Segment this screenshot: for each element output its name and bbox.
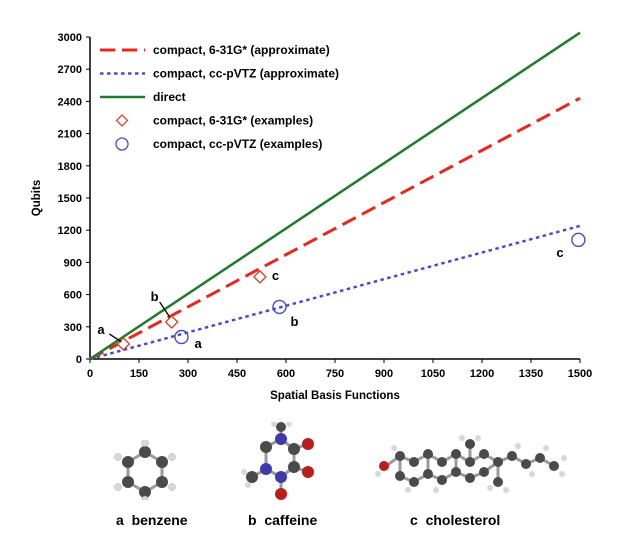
- caption-name: caffeine: [264, 512, 318, 528]
- point-label-c: c: [272, 268, 279, 283]
- point-label-b: b: [290, 314, 298, 329]
- circle-point-a: [174, 329, 189, 345]
- caption-letter: a: [116, 512, 124, 528]
- x-axis-title: Spatial Basis Functions: [270, 390, 400, 402]
- point-label-a: a: [194, 336, 202, 351]
- x-tick-label: 900: [375, 368, 393, 380]
- y-tick-label: 1500: [58, 193, 82, 205]
- y-axis-title: Qubits: [31, 180, 43, 216]
- x-tick-label: 450: [228, 368, 246, 380]
- y-tick-label: 3000: [58, 32, 82, 44]
- legend-label: compact, cc-pVTZ (approximate): [153, 67, 339, 81]
- point-label-c: c: [556, 245, 563, 260]
- circle-point-c: [571, 232, 586, 248]
- point-label-a: a: [97, 322, 105, 337]
- caption-letter: c: [410, 512, 418, 528]
- x-tick-label: 600: [277, 368, 295, 380]
- y-tick-label: 1200: [58, 225, 82, 237]
- x-tick-label: 1500: [568, 368, 592, 380]
- caption-caffeine: b caffeine: [248, 512, 317, 528]
- y-tick-label: 1800: [58, 161, 82, 173]
- x-tick-label: 0: [87, 368, 93, 380]
- caption-letter: b: [248, 512, 257, 528]
- circle-point-b: [272, 299, 287, 315]
- caffeine-molecule-image: [241, 422, 314, 500]
- x-tick-label: 150: [130, 368, 148, 380]
- y-tick-label: 2700: [58, 64, 82, 76]
- series-line-dotted: [89, 224, 581, 361]
- y-tick-label: 300: [64, 322, 82, 334]
- y-tick-label: 0: [76, 354, 82, 366]
- legend-label: compact, 6-31G* (examples): [153, 114, 313, 128]
- point-label-b: b: [151, 289, 159, 304]
- legend-label: compact, cc-pVTZ (examples): [153, 137, 322, 151]
- x-tick-label: 300: [179, 368, 197, 380]
- caption-name: benzene: [131, 512, 188, 528]
- legend-label: compact, 6-31G* (approximate): [153, 43, 330, 57]
- legend-label: direct: [153, 90, 186, 104]
- x-tick-label: 1200: [470, 368, 494, 380]
- caption-cholesterol: c cholesterol: [410, 512, 500, 528]
- diamond-point-b: [164, 314, 179, 329]
- y-tick-label: 2100: [58, 129, 82, 141]
- y-tick-label: 2400: [58, 96, 82, 108]
- diamond-point-c: [252, 269, 267, 284]
- cholesterol-molecule-image: [375, 435, 567, 493]
- caption-benzene: a benzene: [116, 512, 188, 528]
- x-tick-label: 750: [326, 368, 344, 380]
- x-tick-label: 1050: [421, 368, 445, 380]
- legend-swatch-circle: [115, 137, 129, 151]
- leader-line-b: [159, 301, 171, 318]
- leader-line-a: [108, 333, 122, 343]
- caption-name: cholesterol: [425, 512, 501, 528]
- benzene-molecule-image: [114, 440, 176, 500]
- y-tick-label: 600: [64, 290, 82, 302]
- x-tick-label: 1350: [519, 368, 543, 380]
- series-line-solid: [89, 31, 581, 361]
- y-tick-label: 900: [64, 257, 82, 269]
- legend-swatch-diamond: [115, 114, 129, 127]
